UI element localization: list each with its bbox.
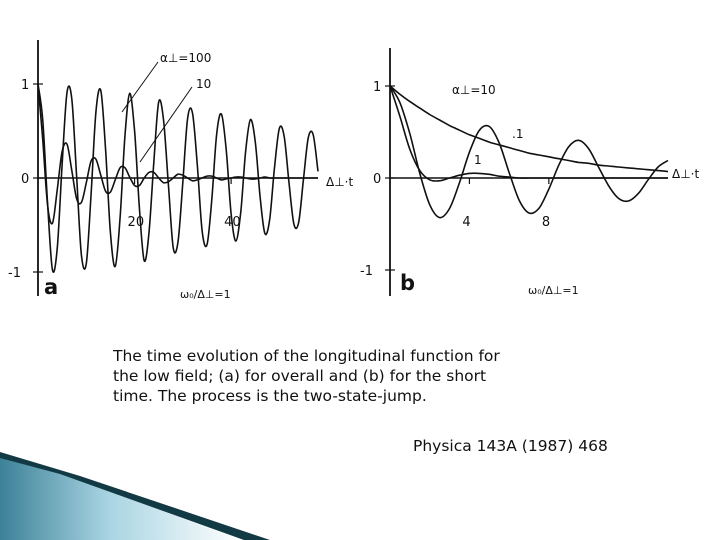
- panel-b-label: b: [400, 271, 415, 295]
- panel-b-x-label: Δ⊥·t: [672, 167, 699, 181]
- panel-a-y-ticks: 1 0 -1: [8, 78, 43, 281]
- corner-dark-stripe: [0, 452, 270, 540]
- panel-a-annotation-leader-1: [121, 61, 159, 113]
- panel-b-annotation-1: 1: [474, 153, 482, 167]
- series-line-1: [37, 83, 319, 273]
- x-tick-label: 4: [462, 215, 470, 230]
- corner-gradient-shape: [0, 455, 240, 540]
- panel-a-annotation-leader-2: [139, 86, 193, 163]
- y-tick-label: 0: [21, 172, 29, 187]
- caption-line-2: the low field; (a) for overall and (b) f…: [113, 367, 487, 385]
- series-line-3: [389, 85, 669, 173]
- citation: Physica 143A (1987) 468: [413, 437, 608, 455]
- series-line-2: [37, 83, 318, 225]
- y-tick-label: 0: [373, 172, 381, 187]
- caption-line-3: time. The process is the two-state-jump.: [113, 387, 427, 405]
- panel-b-annotation-01: .1: [512, 127, 523, 141]
- panel-b-condition-label: ω₀/Δ⊥=1: [528, 284, 579, 297]
- x-tick-label: 8: [542, 215, 550, 230]
- panel-a-condition-label: ω₀/Δ⊥=1: [180, 288, 231, 301]
- panel-b-annotation-alpha10: α⊥=10: [452, 83, 496, 97]
- y-tick-label: 1: [373, 80, 381, 95]
- panel-b-series: [389, 85, 669, 219]
- panel-a-series: [37, 83, 319, 273]
- series-line-2: [389, 85, 668, 182]
- panel-a-annotation-alpha100: α⊥=100: [160, 51, 211, 65]
- panel-a-annotation-10: 10: [196, 77, 211, 91]
- y-tick-label: -1: [8, 266, 21, 281]
- caption: The time evolution of the longitudinal f…: [113, 346, 573, 406]
- panel-a-x-label: Δ⊥·t: [326, 175, 353, 189]
- y-tick-label: 1: [21, 78, 29, 93]
- caption-line-1: The time evolution of the longitudinal f…: [113, 347, 500, 365]
- series-line-1: [389, 85, 669, 219]
- panel-a-label: a: [44, 275, 58, 299]
- y-tick-label: -1: [360, 264, 373, 279]
- panel-a: 20 40 10-1 Δ⊥·t a ω₀/Δ⊥=1 α⊥=100 10: [8, 40, 353, 301]
